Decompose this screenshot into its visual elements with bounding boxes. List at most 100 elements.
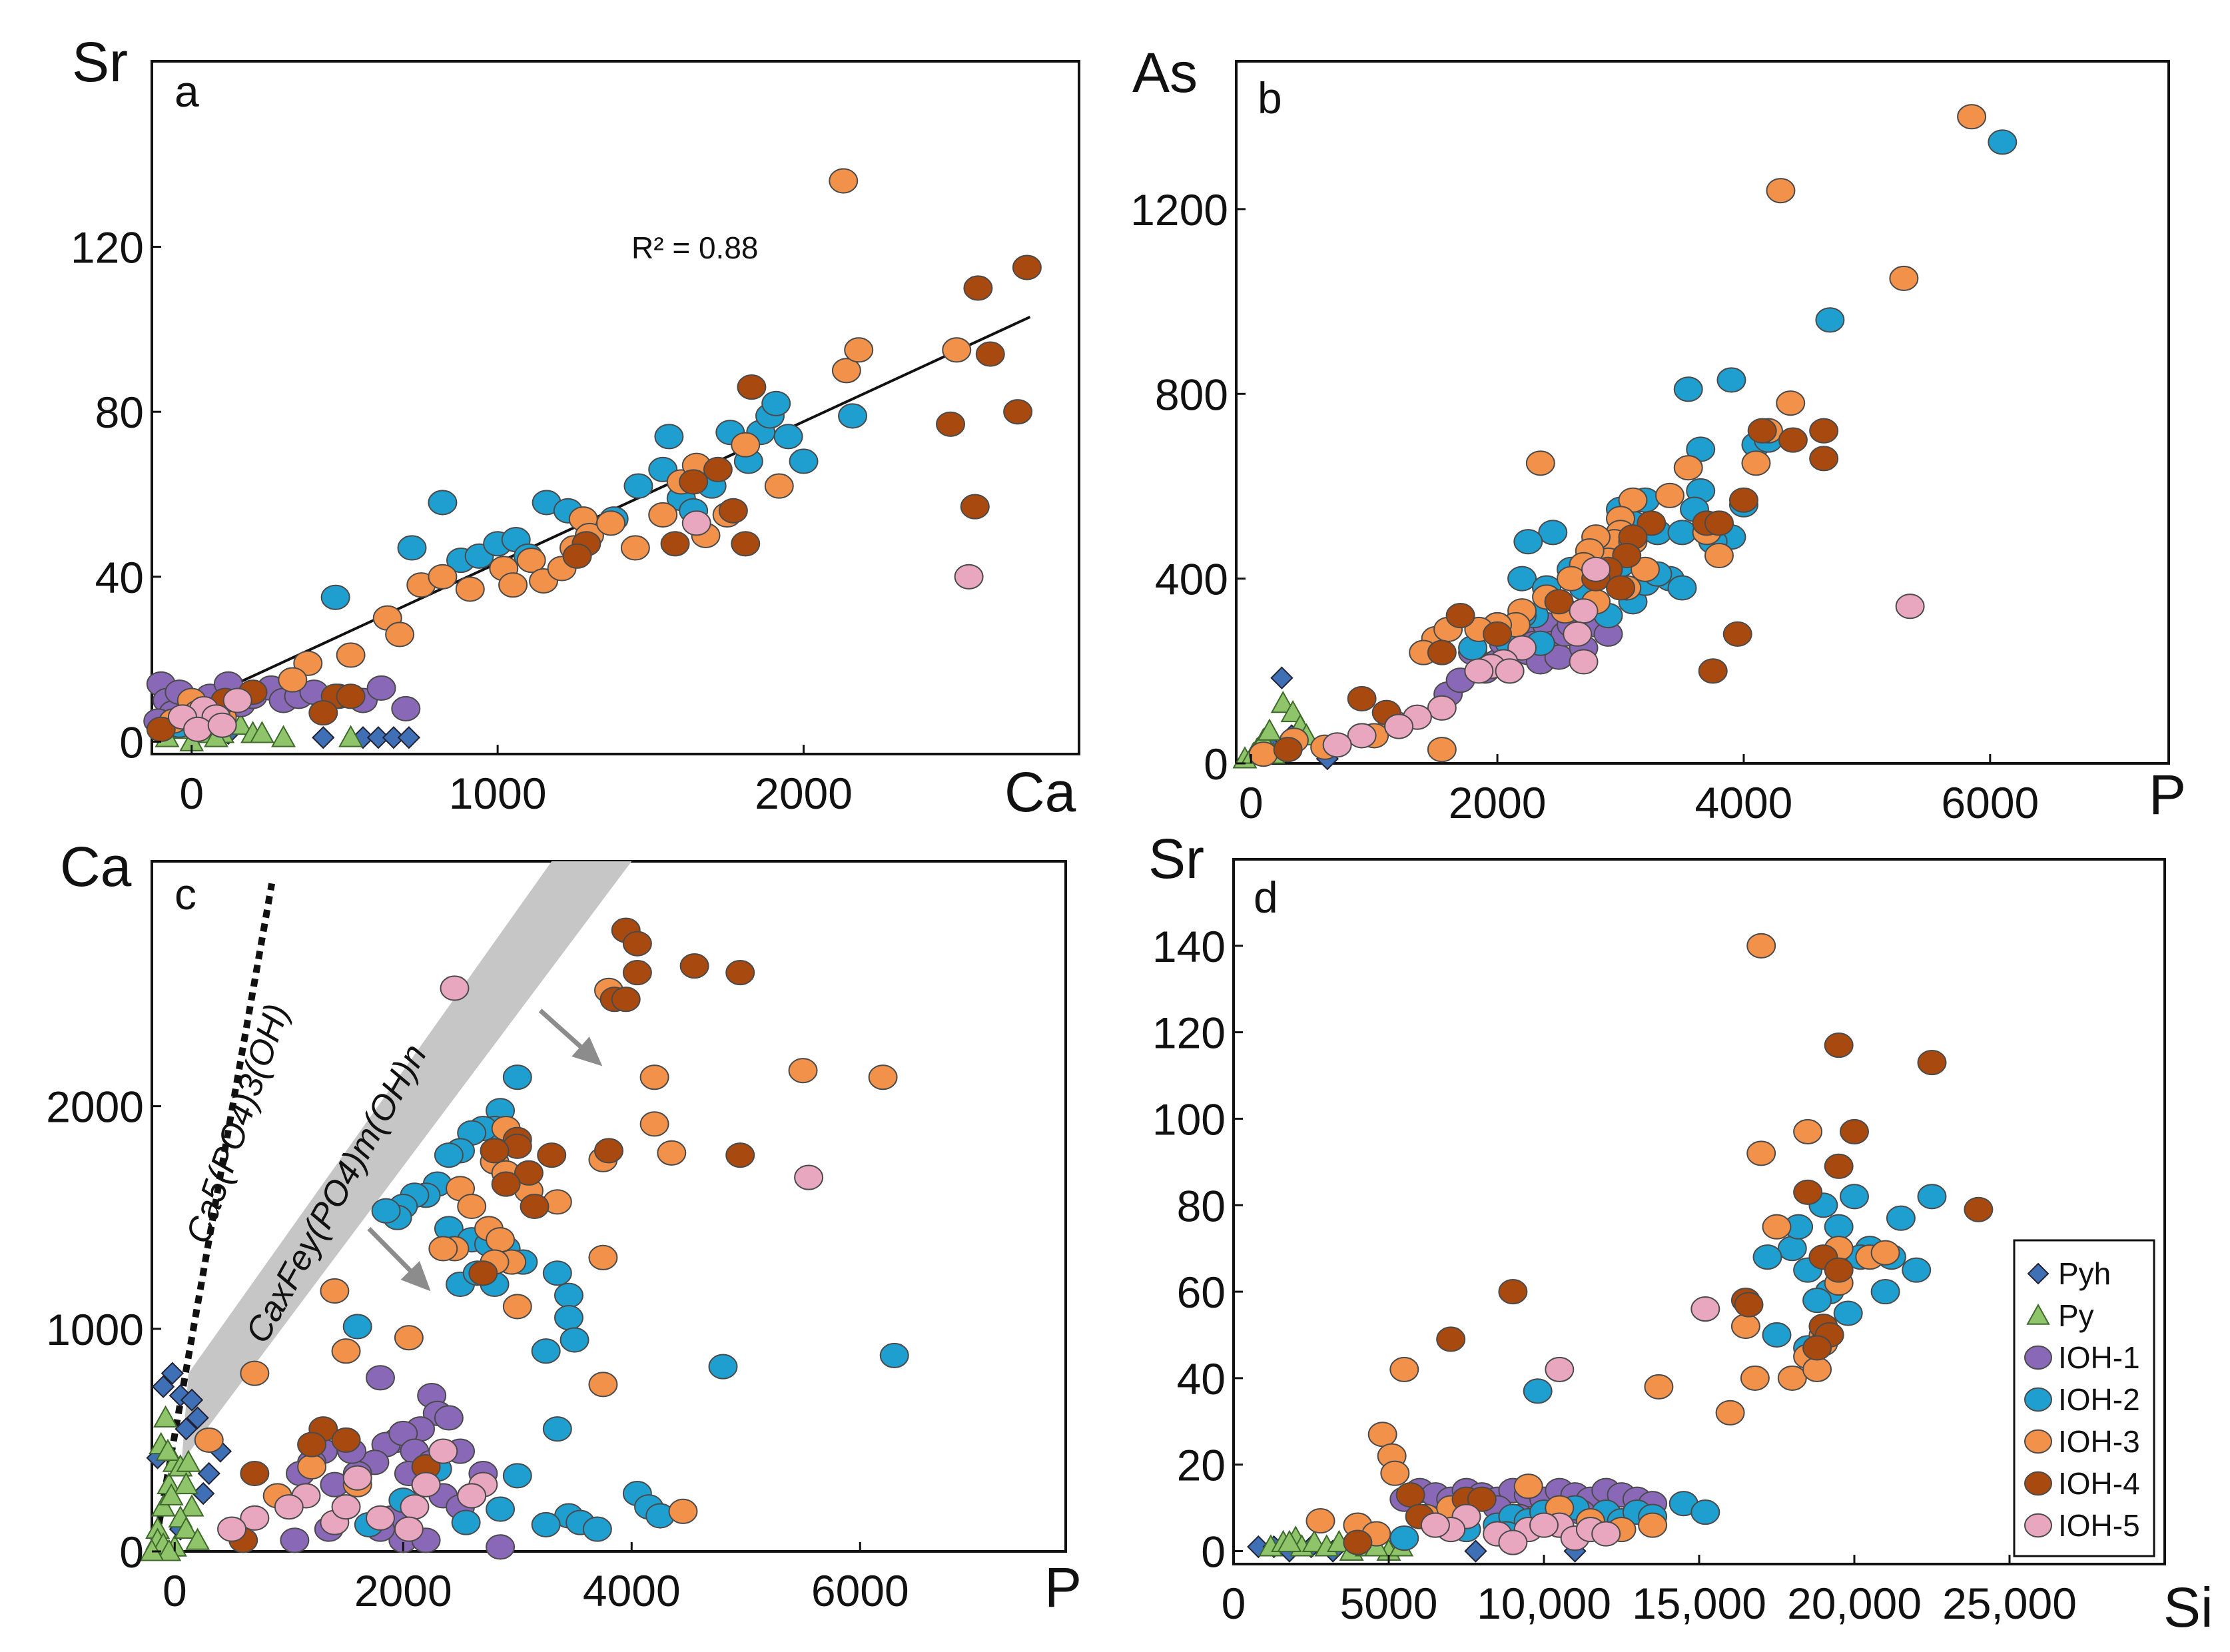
b-ioh2-point (1513, 529, 1543, 555)
x-tick-label: 5000 (1340, 1579, 1438, 1628)
d-ioh4-point (1840, 1118, 1869, 1144)
x-tick-label: 2000 (755, 769, 853, 818)
panel-a-frame (151, 60, 1080, 755)
a-ioh3-point (428, 564, 458, 590)
a-ioh3-point (829, 168, 859, 194)
panel-d-ylabel: Sr (1148, 827, 1204, 890)
d-ioh4-point (1395, 1482, 1425, 1508)
panel-a-xlabel: Ca (1004, 761, 1076, 823)
c-py-point (173, 1471, 198, 1495)
b-ioh5-point (1495, 658, 1525, 684)
d-ioh3-point (1389, 1356, 1419, 1382)
c-ioh3-point (639, 1111, 669, 1137)
a-ioh4-point (975, 341, 1005, 367)
c-ioh3-point (194, 1427, 224, 1453)
c-ioh2-point (451, 1509, 481, 1535)
y-tick-label: 2000 (46, 1082, 144, 1132)
b-ioh3-point (1248, 741, 1278, 767)
a-ioh4-point (562, 543, 592, 569)
a-ioh4-point (679, 469, 709, 495)
b-ioh5-point (1563, 621, 1593, 647)
b-ioh2-point (1988, 129, 2018, 155)
d-py-point (1277, 1529, 1302, 1552)
b-ioh4-point (1809, 446, 1839, 472)
d-ioh3-point (1305, 1508, 1335, 1534)
a-ioh5-point (207, 712, 237, 738)
b-ioh5-point (1347, 723, 1377, 749)
x-tick-label: 2000 (1449, 778, 1547, 827)
panel-b: 0 2000 4000 6000 0 400 800 1200 b As P (1130, 41, 2186, 827)
a-ioh5-point (954, 564, 984, 590)
c-ioh4-point (725, 1142, 755, 1168)
legend: Pyh Py IOH-1 IOH-2 IOH-3 IOH-4 IOH-5 (2013, 1239, 2155, 1557)
b-ioh3-point (1673, 455, 1703, 481)
a-ioh3-point (278, 667, 308, 693)
a-ioh3-point (844, 337, 874, 363)
legend-marker-ioh2 (2024, 1387, 2052, 1412)
a-ioh4-point (336, 683, 366, 709)
c-pyh-point (186, 1406, 209, 1430)
d-ioh3-point (1380, 1460, 1410, 1486)
a-ioh2-point (397, 535, 427, 561)
d-ioh4-point (1824, 1153, 1854, 1179)
d-ioh3-point (1715, 1400, 1745, 1426)
d-ioh2-point (1752, 1244, 1782, 1270)
c-ioh5-point (240, 1505, 270, 1531)
panel-d-ticks: 0 5000 10,000 15,000 20,000 25,000 0 20 40 60 80 10… (1152, 922, 2077, 1628)
panel-d-xlabel: Si (2163, 1576, 2213, 1639)
a-ioh2-point (838, 403, 868, 429)
y-tick-label: 120 (1152, 1009, 1226, 1058)
c-ioh4-point (491, 1171, 521, 1197)
a-ioh1-point (366, 675, 396, 701)
c-ioh1-point (280, 1527, 310, 1553)
y-tick-label: 40 (1177, 1354, 1226, 1404)
a-ioh2-point (789, 448, 819, 474)
d-pyh-point (1464, 1539, 1487, 1563)
c-ioh4-point (520, 1193, 550, 1220)
panel-a: 0 1000 2000 0 40 80 120 a Sr Ca R² = 0.88 (71, 31, 1080, 823)
d-ioh2-point (1762, 1322, 1792, 1348)
d-ioh3-point (1802, 1356, 1832, 1382)
x-tick-label: 1000 (449, 769, 547, 818)
c-ioh3-point (394, 1325, 424, 1351)
trend-arrow-head (400, 1261, 431, 1292)
d-ioh5-point (1498, 1529, 1528, 1555)
panel-d-points (1247, 933, 1994, 1563)
a-ioh4-point (960, 494, 990, 520)
c-ioh2-point (542, 1260, 572, 1286)
a-ioh2-point (320, 584, 350, 610)
a-ioh1-point (391, 695, 421, 721)
d-ioh2-point (1777, 1236, 1807, 1262)
c-py-point (173, 1516, 198, 1539)
x-tick-label: 0 (163, 1566, 187, 1615)
a-ioh4-point (737, 374, 767, 400)
c-ioh5-point (366, 1505, 395, 1531)
b-ioh3-point (1704, 542, 1734, 569)
a-ioh4-point (308, 700, 338, 726)
y-tick-label: 80 (1177, 1181, 1226, 1230)
d-ioh2-point (1870, 1279, 1900, 1305)
a-ioh2-point (428, 490, 458, 516)
b-ioh2-point (1507, 566, 1537, 592)
a-py-point (271, 725, 296, 747)
panel-b-xlabel: P (2149, 763, 2186, 826)
panel-b-label: b (1258, 73, 1282, 123)
c-ioh4-point (622, 931, 652, 957)
c-ioh5-point (400, 1494, 430, 1520)
d-ioh2-point (1824, 1214, 1854, 1240)
d-ioh5-point (1591, 1521, 1621, 1547)
c-ioh4-point (468, 1260, 498, 1286)
a-ioh3-point (498, 572, 528, 598)
c-ioh1-point (486, 1534, 516, 1560)
b-ioh4-point (1778, 427, 1808, 453)
c-pyh-point (197, 1461, 220, 1485)
panel-d: 0 5000 10,000 15,000 20,000 25,000 0 20 40 60 80 10… (1148, 827, 2213, 1639)
c-ioh5-point (457, 1483, 487, 1509)
b-ioh5-point (1384, 713, 1414, 739)
c-ioh3-point (668, 1498, 698, 1524)
a-ioh2-point (623, 473, 653, 499)
b-ioh4-point (1722, 621, 1752, 647)
a-pyh-point (382, 726, 406, 749)
c-ioh3-point (639, 1064, 669, 1090)
